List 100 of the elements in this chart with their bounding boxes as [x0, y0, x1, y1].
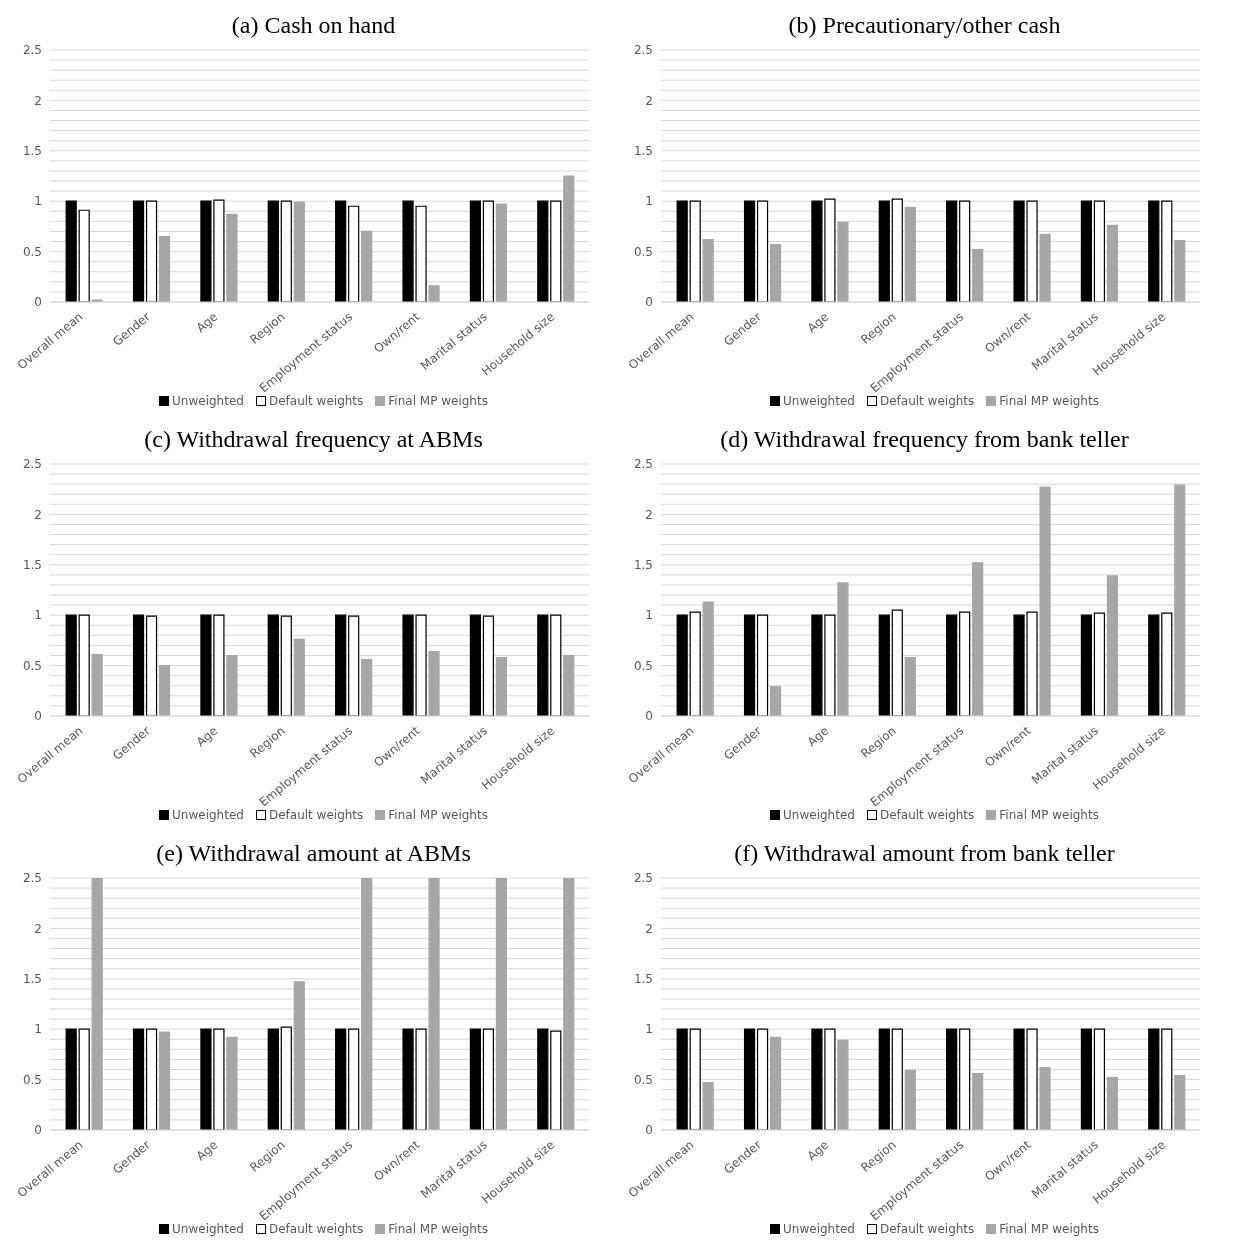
bar: [267, 200, 279, 302]
bar: [1093, 200, 1106, 302]
bar: [1174, 1074, 1186, 1130]
y-tick-label: 0: [645, 1123, 653, 1138]
bar: [495, 878, 508, 1130]
bar: [959, 1028, 971, 1130]
bar: [563, 878, 575, 1130]
y-tick-label: 0: [645, 295, 653, 310]
chart-title: (b) Precautionary/other cash: [787, 11, 1062, 40]
bar: [550, 1030, 562, 1130]
bar: [267, 614, 279, 716]
legend-label: Final MP weights: [999, 394, 1099, 408]
y-tick-label: 0: [34, 295, 42, 310]
bar: [78, 614, 90, 716]
bar: [756, 614, 769, 716]
bar: [878, 614, 890, 716]
x-tick-label: Age: [193, 1137, 221, 1164]
legend-label: Unweighted: [172, 1222, 244, 1236]
chart-title: (d) Withdrawal frequency from bank teller: [719, 425, 1130, 454]
bar: [1080, 200, 1093, 302]
y-tick-label: 0.5: [633, 1072, 653, 1087]
y-tick-label: 1: [34, 608, 42, 623]
bar: [563, 654, 575, 716]
bar: [65, 200, 77, 302]
y-tick-label: 0.5: [633, 244, 653, 259]
y-tick-label: 1.5: [633, 558, 653, 573]
chart-title: (c) Withdrawal frequency at ABMs: [143, 425, 484, 454]
bar: [280, 200, 292, 302]
x-tick-label: Age: [804, 723, 832, 750]
bar: [293, 638, 305, 716]
bar: [1093, 612, 1106, 716]
bar: [335, 1028, 347, 1130]
bar: [743, 200, 756, 302]
bar: [132, 614, 145, 716]
y-tick-label: 1.5: [633, 972, 653, 987]
bar: [904, 1069, 916, 1130]
bar: [267, 1028, 279, 1130]
bar: [348, 1028, 360, 1130]
legend-label: Final MP weights: [388, 394, 488, 408]
bar: [1161, 200, 1173, 302]
bar: [78, 1028, 90, 1130]
bar: [904, 206, 916, 302]
bar: [946, 1028, 958, 1130]
bar: [563, 175, 575, 302]
bar: [702, 1082, 714, 1130]
bar: [158, 665, 171, 716]
chart-title: (e) Withdrawal amount at ABMs: [155, 839, 472, 868]
bar: [689, 611, 701, 716]
bar: [1148, 200, 1160, 302]
bar: [891, 609, 903, 716]
bar: [689, 200, 701, 302]
bar: [904, 656, 916, 716]
bar: [972, 1072, 984, 1130]
y-tick-label: 0: [34, 709, 42, 724]
bar: [335, 200, 347, 302]
bar: [145, 200, 158, 302]
y-tick-label: 2: [645, 507, 653, 522]
bar: [537, 200, 549, 302]
legend-label: Unweighted: [783, 1222, 855, 1236]
bar: [878, 1028, 890, 1130]
legend-label: Default weights: [268, 394, 364, 408]
bar: [972, 248, 984, 302]
bar: [1161, 1028, 1173, 1130]
bar: [1039, 1066, 1051, 1130]
legend-label: Default weights: [268, 808, 364, 822]
bar: [550, 200, 562, 302]
bar: [743, 614, 756, 716]
bar: [428, 878, 440, 1130]
bar: [361, 658, 373, 716]
y-tick-label: 2.5: [22, 871, 42, 886]
x-tick-label: Age: [193, 309, 221, 336]
y-tick-label: 2: [34, 93, 42, 108]
legend-label: Unweighted: [783, 808, 855, 822]
bar: [428, 650, 440, 716]
bar: [335, 614, 347, 716]
bar: [91, 653, 103, 716]
bar: [837, 221, 849, 302]
y-tick-label: 2.5: [633, 871, 653, 886]
y-tick-label: 2: [645, 921, 653, 936]
y-tick-label: 2.5: [22, 457, 42, 472]
y-tick-label: 2.5: [633, 457, 653, 472]
y-tick-label: 0.5: [22, 1072, 42, 1087]
y-tick-label: 0.5: [633, 658, 653, 673]
y-tick-label: 0.5: [22, 244, 42, 259]
bar: [226, 1036, 238, 1130]
bar: [482, 1028, 495, 1130]
legend-label: Default weights: [879, 808, 975, 822]
bar: [145, 615, 158, 716]
bar: [469, 614, 482, 716]
legend-label: Unweighted: [783, 394, 855, 408]
y-tick-label: 1.5: [22, 972, 42, 987]
bar: [226, 654, 238, 716]
bar: [1039, 233, 1051, 302]
bar: [1080, 614, 1093, 716]
bar: [1148, 1028, 1160, 1130]
bar: [469, 1028, 482, 1130]
bar: [78, 209, 90, 302]
y-tick-label: 0: [645, 709, 653, 724]
bar: [946, 614, 958, 716]
bar: [702, 238, 714, 302]
